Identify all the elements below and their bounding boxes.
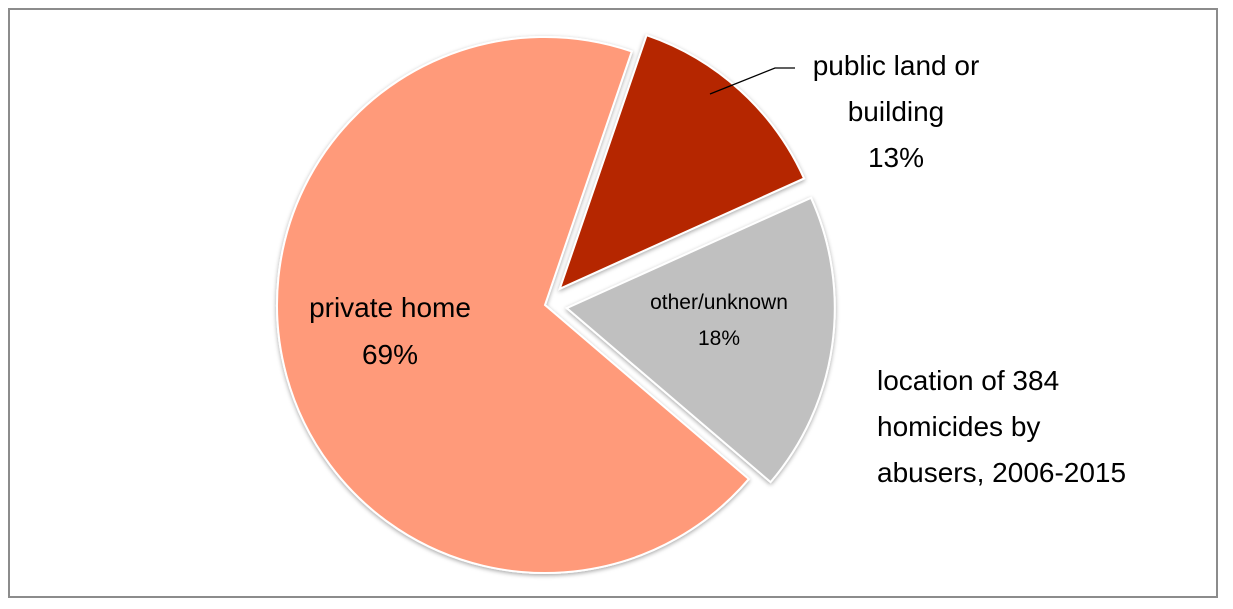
private-home-label: private home — [309, 292, 471, 323]
public-land-slice — [558, 33, 806, 291]
chart-note-line1: location of 384 — [877, 365, 1059, 396]
chart-note-line3: abusers, 2006-2015 — [877, 457, 1126, 488]
public-land-percent: 13% — [868, 142, 924, 173]
other-unknown-percent: 18% — [698, 327, 740, 350]
pie-slices — [276, 33, 836, 574]
public-land-leader-line — [709, 67, 795, 95]
public-land-label-line1: public land or — [813, 50, 980, 81]
other-unknown-label: other/unknown — [650, 291, 788, 314]
private-home-percent: 69% — [362, 339, 418, 370]
public-land-label-line2: building — [848, 96, 945, 127]
private-home-slice — [276, 36, 751, 574]
other-unknown-slice — [564, 196, 836, 484]
chart-note-line2: homicides by — [877, 411, 1040, 442]
